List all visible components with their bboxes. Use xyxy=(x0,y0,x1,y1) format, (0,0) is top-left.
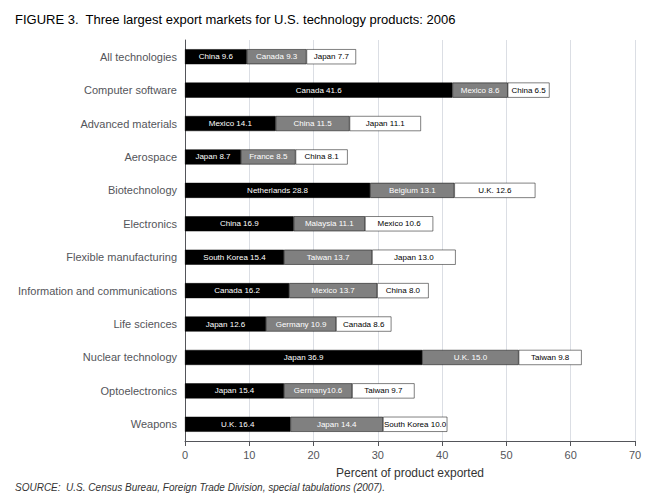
svg-text:China 16.9: China 16.9 xyxy=(220,219,259,228)
svg-text:Computer software: Computer software xyxy=(84,84,177,96)
svg-text:Percent of product exported: Percent of product exported xyxy=(336,466,484,480)
svg-text:Japan 13.0: Japan 13.0 xyxy=(394,253,434,262)
svg-text:Flexible manufacturing: Flexible manufacturing xyxy=(66,251,177,263)
svg-text:U.K. 12.6: U.K. 12.6 xyxy=(478,186,512,195)
svg-text:Mexico 13.7: Mexico 13.7 xyxy=(312,286,356,295)
svg-text:FIGURE 3. Three largest expor: FIGURE 3. Three largest export markets f… xyxy=(15,12,456,27)
svg-text:10: 10 xyxy=(243,449,255,461)
svg-text:Canada 16.2: Canada 16.2 xyxy=(214,286,260,295)
svg-text:Information and communications: Information and communications xyxy=(18,285,177,297)
svg-text:China 8.1: China 8.1 xyxy=(304,152,339,161)
svg-text:Germany10.6: Germany10.6 xyxy=(294,386,343,395)
svg-text:Mexico 10.6: Mexico 10.6 xyxy=(378,219,422,228)
svg-text:Germany 10.9: Germany 10.9 xyxy=(276,320,327,329)
svg-text:China 8.0: China 8.0 xyxy=(386,286,421,295)
svg-text:South Korea 10.0: South Korea 10.0 xyxy=(384,420,447,429)
svg-text:Optoelectronics: Optoelectronics xyxy=(101,385,178,397)
svg-text:Japan 36.9: Japan 36.9 xyxy=(284,353,324,362)
svg-text:Canada 41.6: Canada 41.6 xyxy=(296,86,342,95)
svg-text:Advanced materials: Advanced materials xyxy=(80,118,177,130)
svg-text:China 6.5: China 6.5 xyxy=(511,86,546,95)
svg-text:Weapons: Weapons xyxy=(131,418,178,430)
svg-text:Taiwan 13.7: Taiwan 13.7 xyxy=(307,253,350,262)
svg-text:70: 70 xyxy=(629,449,641,461)
svg-text:Taiwan 9.7: Taiwan 9.7 xyxy=(364,386,403,395)
svg-text:U.K. 15.0: U.K. 15.0 xyxy=(454,353,488,362)
svg-text:China 9.6: China 9.6 xyxy=(199,52,234,61)
svg-text:China 11.5: China 11.5 xyxy=(294,119,333,128)
svg-text:Mexico 8.6: Mexico 8.6 xyxy=(461,86,500,95)
svg-text:Electronics: Electronics xyxy=(123,218,177,230)
svg-text:Japan 11.1: Japan 11.1 xyxy=(366,119,406,128)
svg-text:All technologies: All technologies xyxy=(100,51,178,63)
svg-text:Japan 7.7: Japan 7.7 xyxy=(314,52,350,61)
svg-text:50: 50 xyxy=(500,449,512,461)
svg-text:Mexico 14.1: Mexico 14.1 xyxy=(209,119,253,128)
svg-text:Canada 8.6: Canada 8.6 xyxy=(343,320,385,329)
svg-text:Aerospace: Aerospace xyxy=(124,151,177,163)
svg-text:France 8.5: France 8.5 xyxy=(249,152,288,161)
svg-text:40: 40 xyxy=(436,449,448,461)
svg-text:Belgium 13.1: Belgium 13.1 xyxy=(389,186,436,195)
svg-text:Japan 8.7: Japan 8.7 xyxy=(195,152,231,161)
svg-text:U.K. 16.4: U.K. 16.4 xyxy=(221,420,255,429)
svg-text:Japan 12.6: Japan 12.6 xyxy=(206,320,246,329)
svg-text:60: 60 xyxy=(565,449,577,461)
svg-text:Biotechnology: Biotechnology xyxy=(108,184,178,196)
svg-text:Malaysia 11.1: Malaysia 11.1 xyxy=(305,219,354,228)
svg-text:South Korea 15.4: South Korea 15.4 xyxy=(203,253,266,262)
svg-text:Netherlands 28.8: Netherlands 28.8 xyxy=(247,186,308,195)
svg-text:Japan 14.4: Japan 14.4 xyxy=(317,420,357,429)
svg-text:Taiwan 9.8: Taiwan 9.8 xyxy=(531,353,570,362)
svg-text:Canada 9.3: Canada 9.3 xyxy=(256,52,298,61)
svg-text:Life sciences: Life sciences xyxy=(113,318,177,330)
svg-text:SOURCE: U.S. Census Bureau, F: SOURCE: U.S. Census Bureau, Foreign Trad… xyxy=(15,482,385,493)
svg-text:30: 30 xyxy=(372,449,384,461)
svg-text:20: 20 xyxy=(307,449,319,461)
svg-text:Nuclear technology: Nuclear technology xyxy=(83,351,178,363)
svg-text:Japan 15.4: Japan 15.4 xyxy=(215,386,255,395)
svg-text:0: 0 xyxy=(182,449,188,461)
